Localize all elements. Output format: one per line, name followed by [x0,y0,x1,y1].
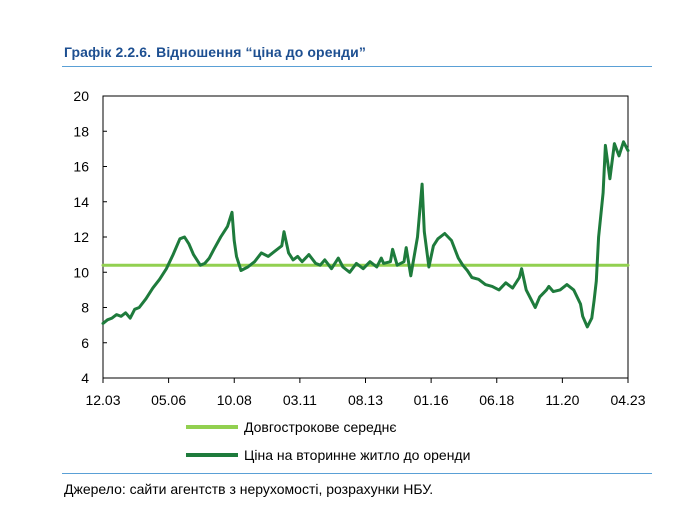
chart-title-text: Відношення “ціна до оренди” [156,44,366,60]
chart-title: Графік 2.2.6. Відношення “ціна до оренди” [64,44,366,60]
chart: 4 6 8 10 12 14 16 18 20 12.03 05.06 10.08 03.11 08.13… [73,88,645,463]
chart-number: Графік 2.2.6. [64,44,152,60]
y-tick-label: 14 [73,194,89,210]
source-note: Джерело: сайти агентств з нерухомості, р… [64,481,434,497]
y-tick-label: 20 [73,88,89,104]
source-rule [62,473,652,474]
legend-item-average-label: Довгострокове середнє [244,419,397,435]
x-tick-label: 01.16 [414,392,449,408]
y-tick-label: 10 [73,264,89,280]
y-tick-label: 12 [73,229,89,245]
y-tick-label: 8 [81,300,89,316]
x-tick-label: 11.20 [545,392,579,408]
x-tick-label: 04.23 [610,392,645,408]
legend-item-price-to-rent-label: Ціна на вторинне житло до оренди [244,447,470,463]
title-rule [62,66,652,67]
x-tick-label: 12.03 [85,392,120,408]
x-tick-label: 06.18 [479,392,514,408]
y-tick-label: 18 [73,123,89,139]
y-tick-label: 6 [81,335,89,351]
x-tick-label: 05.06 [151,392,186,408]
price-to-rent-line [101,140,630,329]
y-tick-label: 16 [73,159,89,175]
x-tick-label: 10.08 [217,392,252,408]
y-tick-label: 4 [81,370,89,386]
x-tick-label: 08.13 [348,392,383,408]
x-tick-label: 03.11 [283,392,317,408]
